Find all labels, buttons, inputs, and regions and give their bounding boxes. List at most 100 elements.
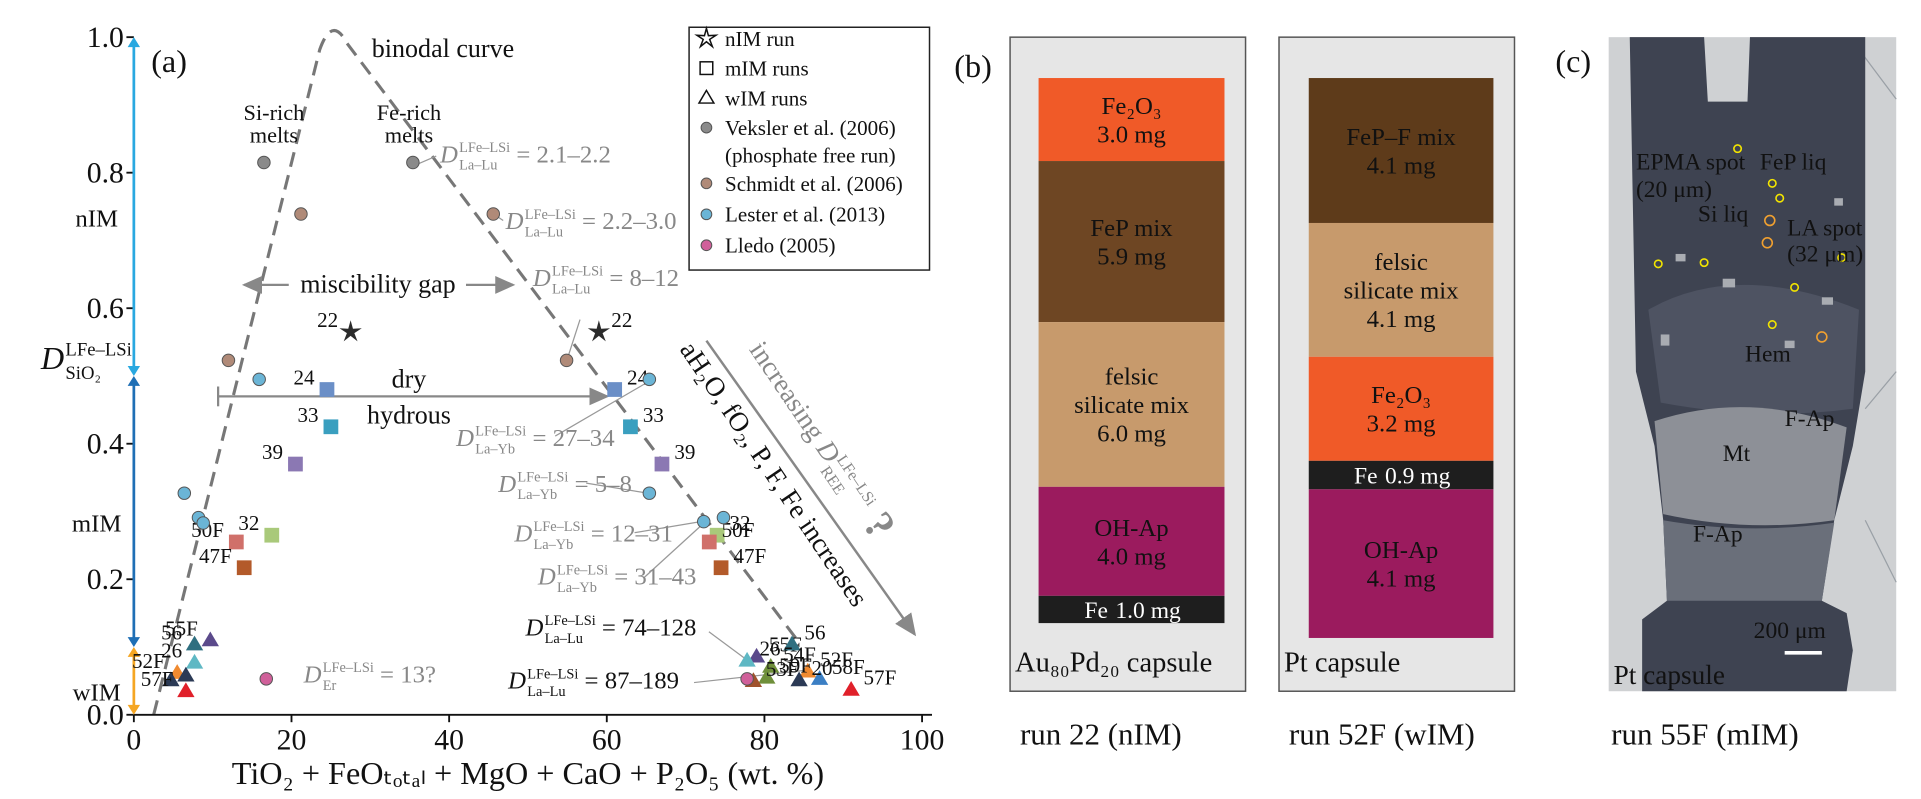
capsule-label: Au₈₀Pd₂₀ capsule	[1015, 647, 1212, 678]
regime-arrow	[127, 37, 141, 48]
x-tick-label: 60	[592, 724, 622, 756]
circle-marker	[406, 155, 420, 170]
layer-name: Fe	[1354, 464, 1378, 490]
regime-arrow	[127, 375, 141, 386]
layer-label: silicate mix	[1344, 278, 1460, 305]
point-label: 57F	[141, 667, 174, 691]
square-marker	[236, 560, 252, 576]
symbol: D	[524, 614, 543, 641]
superscript: LFe–LSi	[65, 340, 131, 361]
triangle-marker	[783, 635, 801, 651]
panel-label: (c)	[1555, 43, 1591, 79]
x-axis-label: TiO₂ + FeOₜₒₜₐₗ + MgO + CaO + P₂O₅ (wt. …	[232, 755, 824, 791]
triangle-marker	[842, 681, 860, 696]
square-marker	[713, 560, 729, 576]
layer-label: felsic	[1105, 364, 1159, 391]
x-tick-label: 100	[900, 724, 945, 756]
layer-label: 3.0 mg	[1097, 121, 1166, 148]
symbol: D	[455, 425, 474, 452]
note: Si-rich	[244, 100, 305, 125]
annotation: DLFe–LSi La–Lu = 2.2–3.0	[505, 207, 677, 241]
capsule-label: Pt capsule	[1284, 647, 1400, 678]
point-label: 20	[812, 656, 833, 680]
subscript: La–Lu	[459, 158, 497, 174]
layer-label: Fe 0.9 mg	[1354, 464, 1451, 490]
point-label: 24	[294, 366, 316, 390]
circle-marker	[221, 353, 236, 368]
annotation: DLFe–LSi La–Lu = 2.1–2.2	[439, 140, 611, 174]
symbol: D	[439, 141, 458, 168]
run-label: run 55F (mIM)	[1611, 717, 1799, 752]
layer	[1308, 222, 1494, 357]
legend-label: wIM runs	[725, 86, 807, 110]
layer	[1038, 322, 1225, 487]
point-label: 54F	[783, 643, 816, 667]
point-label: 55F	[165, 616, 198, 640]
circle-marker	[177, 486, 192, 500]
y-tick-label: 0.0	[87, 700, 124, 732]
image-label: (20 μm)	[1636, 177, 1712, 203]
image-label: (32 μm)	[1787, 241, 1863, 267]
superscript: LFe–LSi	[525, 207, 576, 223]
legend-marker	[694, 25, 719, 49]
point-label: 22	[317, 308, 338, 332]
point-label: 53F	[766, 657, 799, 681]
triangle-marker	[810, 670, 829, 685]
symbol: D	[537, 564, 556, 591]
subscript: SiO₂	[65, 363, 101, 384]
layer-label: Fe₂O₃	[1371, 382, 1431, 409]
circle-marker	[642, 372, 657, 387]
spots	[1653, 144, 1847, 330]
point-label: 26	[161, 639, 182, 663]
point-label: 33	[297, 403, 318, 427]
symbol: D	[40, 340, 64, 376]
x-tick-label: 40	[434, 724, 464, 756]
circle-marker	[740, 672, 754, 686]
subscript: La–Lu	[552, 282, 590, 298]
layer-label: FeP–F mix	[1346, 124, 1456, 151]
x-tick-label: 80	[750, 724, 780, 756]
text: = 87–189	[585, 668, 679, 695]
circle-marker	[716, 510, 731, 525]
point-label: 22	[611, 308, 632, 332]
layer-mass: 1.0 mg	[1115, 598, 1181, 624]
superscript: LFe–LSi	[323, 660, 374, 676]
symbol: D	[507, 668, 526, 695]
superscript: LFe–LSi	[533, 519, 584, 535]
annotation: DLFe–LSi La–Yb = 5–8	[497, 469, 632, 503]
y-axis-label: DLFe–LSi SiO₂	[40, 340, 132, 384]
layer-label: OH-Ap	[1094, 515, 1168, 542]
note: melts	[250, 122, 298, 147]
point-label: 58F	[832, 655, 865, 679]
symbol: D	[303, 662, 322, 689]
circle-marker	[559, 353, 574, 368]
layer-label: silicate mix	[1074, 392, 1190, 419]
annotation: DLFe–LSi La–Yb = 27–34	[455, 424, 615, 458]
image-label: Mt	[1723, 441, 1751, 467]
legend-marker	[697, 88, 716, 104]
square-marker	[264, 527, 280, 543]
point-label: 47F	[733, 544, 766, 568]
question: ?	[854, 504, 905, 548]
layer	[1308, 356, 1494, 461]
text: = 13?	[380, 662, 436, 689]
image-label: EPMA spot	[1636, 150, 1746, 176]
triangle-marker	[747, 647, 766, 663]
annotation: DLFe–LSi La–Yb = 31–43	[537, 562, 697, 596]
layer	[1038, 161, 1225, 323]
layer	[1308, 460, 1494, 490]
image-label: F-Ap	[1693, 521, 1743, 547]
fap-region	[1663, 520, 1835, 601]
note: miscibility gap	[300, 269, 455, 298]
capsule-label: Pt capsule	[1614, 660, 1725, 690]
scale-label: 200 μm	[1754, 618, 1826, 644]
circle-marker	[259, 672, 274, 686]
subscript: La–Yb	[533, 537, 573, 553]
regime-arrow	[127, 366, 141, 376]
regime-arrow	[127, 704, 141, 715]
image-label: F-Ap	[1785, 406, 1835, 432]
legend-label: (phosphate free run)	[725, 143, 896, 167]
regime-arrow	[127, 637, 141, 648]
symbol: D	[505, 208, 524, 235]
binodal-curve	[152, 29, 797, 716]
